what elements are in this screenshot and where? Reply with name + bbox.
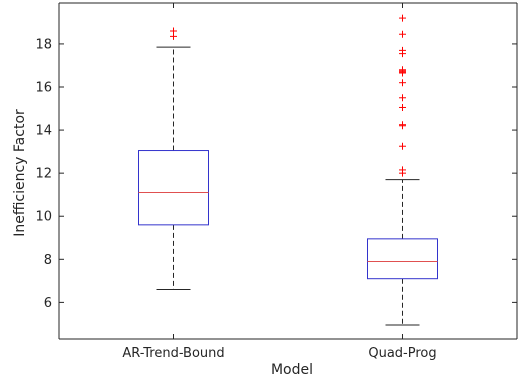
box-group-quad-prog: [367, 14, 438, 326]
y-tick-label: 6: [44, 296, 52, 311]
y-axis-label: Inefficiency Factor: [12, 109, 28, 237]
axes-frame: [58, 2, 518, 340]
y-tick-label: 14: [35, 124, 52, 139]
outlier-marker: [399, 103, 406, 111]
outlier-marker: [399, 142, 406, 150]
x-tick-label: Quad-Prog: [368, 346, 436, 361]
x-axis-ticks: AR-Trend-Bound Quad-Prog: [122, 3, 437, 361]
outlier-marker: [399, 166, 406, 174]
iqr-box: [138, 150, 209, 226]
y-tick-label: 10: [35, 210, 52, 225]
outlier-marker: [399, 66, 406, 74]
outlier-marker: [399, 79, 406, 87]
x-axis-label: Model: [271, 362, 313, 378]
iqr-box: [367, 238, 438, 280]
box-group-ar-trend-bound: [138, 27, 209, 290]
outlier-marker: [170, 27, 177, 35]
outlier-marker: [399, 121, 406, 129]
outlier-marker: [399, 46, 406, 54]
x-tick-label: AR-Trend-Bound: [122, 346, 224, 361]
y-tick-label: 8: [44, 253, 52, 268]
y-axis-ticks: 6 8 10 12 14 16 18: [35, 37, 517, 311]
boxes-layer: [138, 14, 438, 326]
y-tick-label: 16: [35, 81, 52, 96]
outlier-marker: [399, 14, 406, 22]
y-tick-label: 18: [35, 37, 52, 52]
outlier-marker: [399, 30, 406, 38]
y-tick-label: 12: [35, 167, 52, 182]
outlier-marker: [399, 94, 406, 102]
